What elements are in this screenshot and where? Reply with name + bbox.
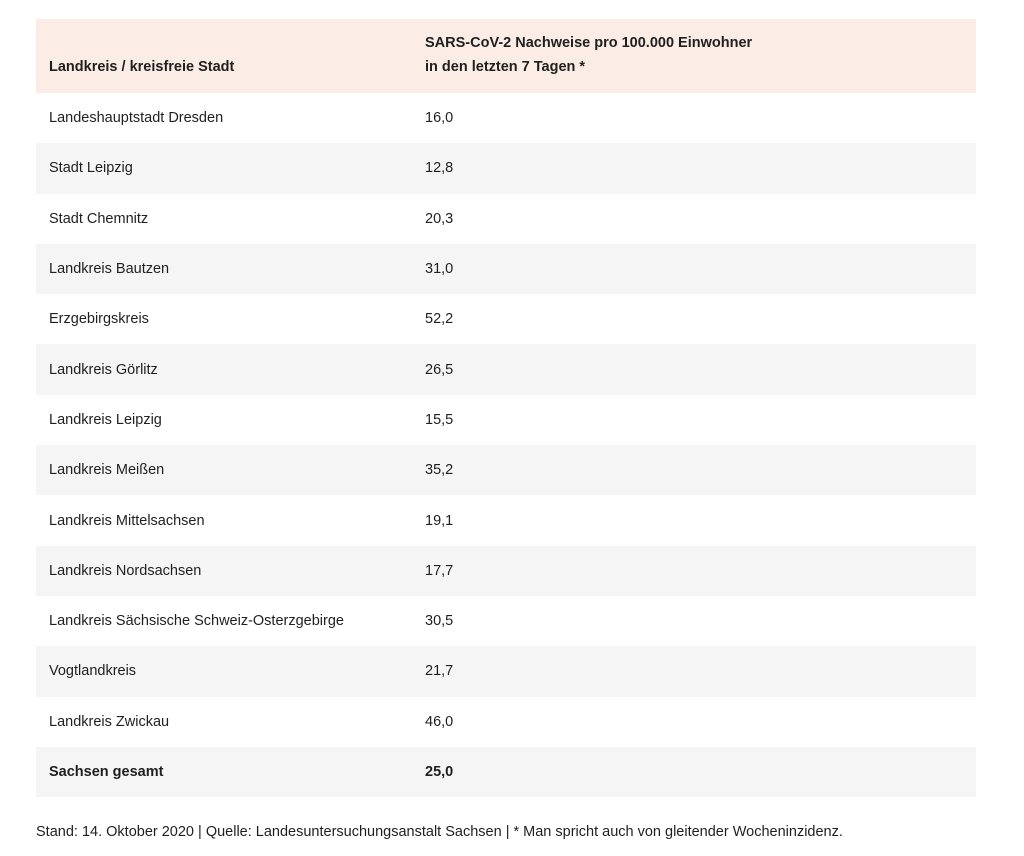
table-row: Landkreis Nordsachsen 17,7 bbox=[36, 545, 976, 596]
district-name: Landkreis Bautzen bbox=[49, 261, 170, 278]
district-name: Erzgebirgskreis bbox=[49, 311, 149, 328]
incidence-value: 21,7 bbox=[425, 663, 454, 680]
incidence-table-container: Landkreis / kreisfreie Stadt SARS-CoV-2 … bbox=[36, 19, 976, 798]
district-name: Vogtlandkreis bbox=[49, 663, 137, 680]
table-row: Landkreis Sächsische Schweiz-Osterzgebir… bbox=[36, 595, 976, 647]
district-name: Landkreis Görlitz bbox=[49, 361, 158, 378]
table-row: Landkreis Mittelsachsen 19,1 bbox=[36, 495, 976, 546]
incidence-value: 19,1 bbox=[425, 512, 454, 529]
total-label: Sachsen gesamt bbox=[49, 764, 164, 780]
table-row: Landkreis Zwickau 46,0 bbox=[36, 696, 976, 747]
district-name: Landkreis Zwickau bbox=[49, 713, 170, 730]
table-total-row: Sachsen gesamt 25,0 bbox=[36, 746, 976, 798]
total-value: 25,0 bbox=[425, 764, 454, 780]
incidence-value: 12,8 bbox=[425, 160, 454, 177]
incidence-value: 20,3 bbox=[425, 210, 454, 227]
incidence-value: 15,5 bbox=[425, 411, 454, 428]
incidence-value: 30,5 bbox=[425, 613, 454, 630]
table-row: Landkreis Meißen 35,2 bbox=[36, 445, 976, 496]
district-name: Stadt Chemnitz bbox=[49, 210, 149, 227]
column-header-incidence: SARS-CoV-2 Nachweise pro 100.000 Einwohn… bbox=[412, 19, 976, 93]
district-name: Landkreis Mittelsachsen bbox=[49, 512, 205, 529]
table-row: Stadt Leipzig 12,8 bbox=[36, 143, 976, 194]
incidence-value: 26,5 bbox=[425, 361, 454, 378]
table-row: Stadt Chemnitz 20,3 bbox=[36, 193, 976, 244]
table-row: Landkreis Görlitz 26,5 bbox=[36, 344, 976, 395]
district-name: Stadt Leipzig bbox=[49, 160, 133, 177]
district-name: Landeshauptstadt Dresden bbox=[49, 110, 224, 127]
table-row: Landeshauptstadt Dresden 16,0 bbox=[36, 93, 976, 144]
district-name: Landkreis Nordsachsen bbox=[49, 562, 202, 579]
incidence-value: 16,0 bbox=[425, 110, 454, 127]
incidence-value: 31,0 bbox=[425, 261, 454, 278]
incidence-value: 17,7 bbox=[425, 562, 454, 579]
incidence-table: Landkreis / kreisfreie Stadt SARS-CoV-2 … bbox=[36, 19, 976, 798]
district-name: Landkreis Sächsische Schweiz-Osterzgebir… bbox=[49, 613, 344, 630]
column-header-district: Landkreis / kreisfreie Stadt bbox=[49, 59, 235, 75]
district-name: Landkreis Leipzig bbox=[49, 411, 162, 428]
column-header-incidence-line1: SARS-CoV-2 Nachweise pro 100.000 Einwohn… bbox=[425, 35, 753, 51]
source-footnote: Stand: 14. Oktober 2020 | Quelle: Landes… bbox=[36, 824, 843, 840]
table-body: Landeshauptstadt Dresden 16,0 Stadt Leip… bbox=[36, 93, 976, 798]
incidence-value: 35,2 bbox=[425, 462, 454, 479]
column-header-incidence-line2: in den letzten 7 Tagen * bbox=[425, 59, 586, 75]
district-name: Landkreis Meißen bbox=[49, 462, 165, 479]
table-header: Landkreis / kreisfreie Stadt SARS-CoV-2 … bbox=[36, 19, 976, 93]
table-row: Erzgebirgskreis 52,2 bbox=[36, 294, 976, 345]
table-header-row: Landkreis / kreisfreie Stadt SARS-CoV-2 … bbox=[36, 19, 976, 93]
incidence-value: 46,0 bbox=[425, 713, 454, 730]
table-row: Vogtlandkreis 21,7 bbox=[36, 646, 976, 697]
incidence-value: 52,2 bbox=[425, 311, 454, 328]
table-row: Landkreis Bautzen 31,0 bbox=[36, 243, 976, 295]
table-row: Landkreis Leipzig 15,5 bbox=[36, 394, 976, 446]
